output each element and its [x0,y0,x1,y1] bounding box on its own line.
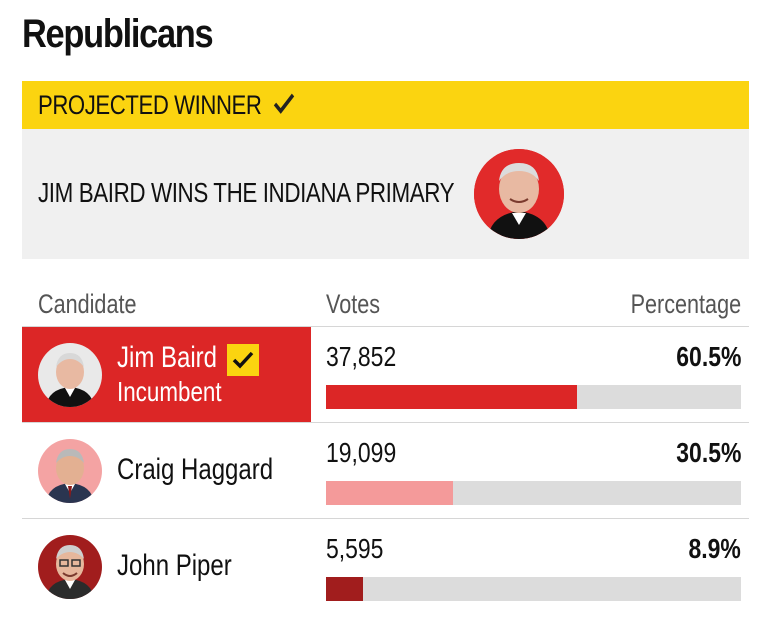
table-row: Jim Baird Incumbent 37,852 60.5% [22,326,749,422]
candidate-name: Craig Haggard [117,453,274,486]
winner-check-icon [227,344,259,376]
table-row: John Piper 5,595 8.9% [22,518,749,614]
party-title: Republicans [22,12,214,56]
vote-count: 37,852 [326,341,397,372]
vote-count: 5,595 [326,533,384,564]
header-votes: Votes [326,289,381,319]
avatar [38,343,102,407]
avatar [38,439,102,503]
vote-bar [326,385,741,409]
candidate-name: John Piper [117,549,232,582]
incumbent-label: Incumbent [117,376,222,407]
vote-percentage: 8.9% [688,533,741,564]
winner-headline: JIM BAIRD WINS THE INDIANA PRIMARY [38,177,455,208]
projected-winner-label: PROJECTED WINNER [38,89,262,120]
header-candidate: Candidate [38,289,137,319]
candidate-cell: Craig Haggard [22,423,311,518]
candidate-name: Jim Baird [117,341,218,374]
results-table: Candidate Votes Percentage Jim Baird Inc… [22,285,749,614]
candidate-cell-winner: Jim Baird Incumbent [22,327,311,422]
candidate-cell: John Piper [22,519,311,614]
vote-bar [326,481,741,505]
vote-bar-fill [326,577,363,601]
avatar [38,535,102,599]
vote-percentage: 60.5% [675,341,741,372]
table-header: Candidate Votes Percentage [22,285,749,326]
winner-portrait [474,149,564,239]
vote-bar-fill [326,481,453,505]
vote-bar [326,577,741,601]
table-row: Craig Haggard 19,099 30.5% [22,422,749,518]
vote-percentage: 30.5% [675,437,741,468]
projected-winner-banner: PROJECTED WINNER [22,81,749,129]
vote-count: 19,099 [326,437,397,468]
projected-winner-panel: PROJECTED WINNER JIM BAIRD WINS THE INDI… [22,81,749,259]
header-percentage: Percentage [630,289,741,319]
vote-bar-fill [326,385,578,409]
checkmark-icon [273,90,294,121]
